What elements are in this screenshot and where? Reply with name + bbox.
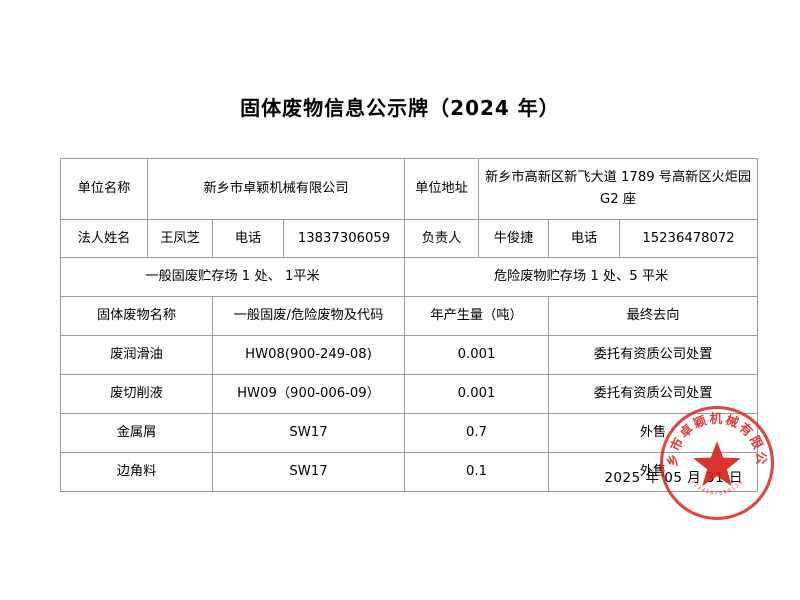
waste-code: HW09（900-006-09）	[211, 374, 406, 414]
table-row-organization: 单位名称 新乡市卓颖机械有限公司 单位地址 新乡市高新区新飞大道 1789 号高…	[60, 158, 759, 220]
org-address-label: 单位地址	[404, 158, 480, 220]
waste-amount: 0.001	[404, 374, 550, 414]
table-header-row: 固体废物名称 一般固废/危险废物及代码 年产生量（吨） 最终去向	[60, 296, 759, 336]
table-row-storage: 一般固废贮存场 1 处、 1平米 危险废物贮存场 1 处、5 平米	[59, 257, 759, 297]
hazardous-waste-storage: 危险废物贮存场 1 处、5 平米	[404, 257, 759, 297]
org-address-value: 新乡市高新区新飞大道 1789 号高新区火炬园 G2 座	[478, 158, 759, 220]
waste-destination: 委托有资质公司处置	[548, 335, 759, 375]
issue-date: 2025 年 05 月 31 日	[604, 470, 743, 486]
waste-name: 废切削液	[60, 374, 213, 414]
column-header-waste-name: 固体废物名称	[60, 296, 213, 336]
table-row: 废润滑油 HW08(900-249-08) 0.001 委托有资质公司处置	[60, 335, 759, 375]
waste-amount: 0.7	[404, 413, 550, 453]
legal-phone-label: 电话	[212, 219, 284, 258]
manager-value: 牛俊捷	[478, 219, 550, 258]
waste-name: 边角料	[60, 452, 213, 492]
waste-destination: 外售	[548, 413, 759, 453]
org-name-value: 新乡市卓颖机械有限公司	[146, 158, 406, 220]
waste-name: 废润滑油	[60, 335, 213, 375]
general-waste-storage: 一般固废贮存场 1 处、 1平米	[59, 257, 406, 297]
table-row: 废切削液 HW09（900-006-09） 0.001 委托有资质公司处置	[60, 374, 759, 414]
legal-phone-value: 13837306059	[282, 219, 406, 258]
manager-phone-label: 电话	[548, 219, 621, 258]
org-name-label: 单位名称	[60, 158, 148, 220]
waste-code: HW08(900-249-08)	[211, 335, 406, 375]
manager-phone-value: 15236478072	[619, 219, 759, 258]
waste-code: SW17	[211, 452, 406, 492]
waste-name: 金属屑	[60, 413, 213, 453]
page-title: 固体废物信息公示牌（2024 年）	[240, 96, 560, 120]
legal-person-label: 法人姓名	[60, 219, 148, 258]
column-header-destination: 最终去向	[548, 296, 759, 336]
waste-amount: 0.001	[404, 335, 550, 375]
column-header-waste-code: 一般固废/危险废物及代码	[211, 296, 406, 336]
manager-label: 负责人	[404, 219, 480, 258]
waste-code: SW17	[211, 413, 406, 453]
column-header-annual-amount: 年产生量（吨）	[404, 296, 550, 336]
table-row: 金属屑 SW17 0.7 外售	[60, 413, 759, 453]
legal-person-value: 王凤芝	[147, 219, 213, 258]
table-row-contacts: 法人姓名 王凤芝 电话 13837306059 负责人 牛俊捷 电话 15236…	[60, 219, 759, 258]
waste-disclosure-table: 单位名称 新乡市卓颖机械有限公司 单位地址 新乡市高新区新飞大道 1789 号高…	[59, 158, 759, 492]
waste-destination: 委托有资质公司处置	[548, 374, 759, 414]
